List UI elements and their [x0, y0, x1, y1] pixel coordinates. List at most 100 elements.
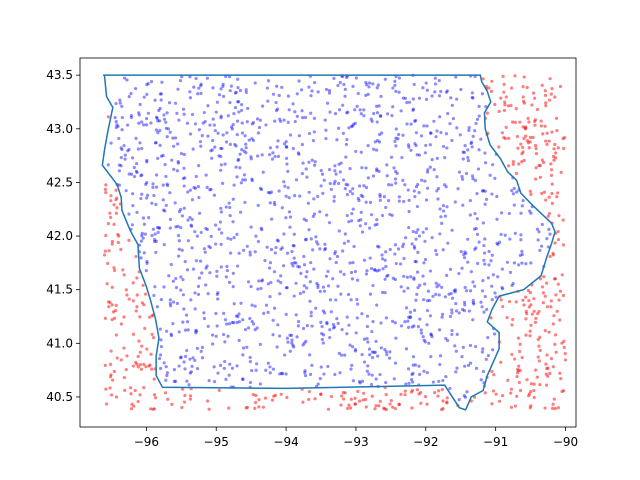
- outside-point: [528, 329, 532, 333]
- inside-point: [387, 183, 391, 187]
- inside-point: [305, 323, 309, 328]
- inside-point: [392, 377, 396, 381]
- inside-point: [177, 210, 182, 214]
- inside-point: [337, 181, 341, 186]
- inside-point: [127, 94, 131, 99]
- outside-point: [511, 160, 515, 164]
- inside-point: [413, 259, 417, 264]
- inside-point: [145, 259, 149, 264]
- inside-point: [436, 186, 441, 191]
- inside-point: [470, 95, 474, 100]
- inside-point: [154, 250, 158, 255]
- outside-point: [534, 368, 538, 372]
- inside-point: [339, 292, 343, 296]
- inside-point: [139, 174, 143, 178]
- inside-point: [421, 274, 425, 278]
- inside-point: [159, 338, 163, 342]
- inside-point: [334, 298, 338, 302]
- outside-point: [253, 406, 257, 410]
- inside-point: [466, 148, 470, 152]
- inside-point: [154, 128, 159, 132]
- inside-point: [370, 119, 374, 123]
- inside-point: [280, 372, 285, 376]
- inside-point: [296, 151, 301, 155]
- inside-point: [457, 311, 461, 315]
- inside-point: [237, 320, 241, 324]
- inside-point: [463, 395, 467, 399]
- inside-point: [285, 251, 290, 255]
- inside-point: [292, 261, 296, 265]
- inside-point: [367, 81, 372, 85]
- inside-point: [337, 126, 341, 130]
- inside-point: [247, 138, 251, 142]
- inside-point: [471, 134, 475, 138]
- inside-point: [312, 267, 316, 271]
- inside-point: [377, 104, 381, 108]
- inside-point: [205, 264, 209, 268]
- outside-point: [506, 104, 510, 108]
- inside-point: [266, 99, 270, 103]
- inside-point: [496, 242, 500, 246]
- outside-point: [547, 195, 551, 199]
- inside-point: [320, 172, 325, 176]
- outside-point: [559, 377, 563, 381]
- outside-point: [555, 191, 560, 195]
- inside-point: [488, 173, 492, 177]
- inside-point: [185, 379, 189, 383]
- inside-point: [293, 194, 297, 198]
- outside-point: [138, 315, 142, 319]
- inside-point: [380, 290, 385, 295]
- inside-point: [263, 258, 267, 263]
- inside-point: [336, 321, 340, 325]
- inside-point: [153, 232, 157, 236]
- inside-point: [360, 353, 364, 357]
- inside-point: [326, 269, 330, 274]
- outside-point: [552, 158, 556, 162]
- outside-point: [515, 375, 519, 379]
- inside-point: [211, 138, 215, 143]
- inside-point: [212, 365, 216, 369]
- outside-point: [542, 275, 546, 279]
- outside-point: [539, 119, 543, 123]
- inside-point: [380, 131, 384, 135]
- outside-point: [509, 405, 514, 409]
- inside-point: [199, 349, 203, 353]
- inside-point: [345, 111, 349, 115]
- inside-point: [425, 299, 430, 303]
- inside-point: [460, 266, 464, 270]
- inside-point: [520, 249, 524, 254]
- inside-point: [245, 120, 249, 124]
- outside-point: [122, 375, 126, 380]
- outside-point: [391, 405, 395, 409]
- inside-point: [375, 303, 379, 307]
- inside-point: [219, 114, 223, 118]
- inside-point: [209, 234, 213, 239]
- inside-point: [421, 335, 425, 339]
- inside-point: [246, 326, 251, 330]
- inside-point: [415, 153, 419, 157]
- inside-point: [419, 328, 423, 332]
- inside-point: [393, 277, 397, 282]
- inside-point: [181, 107, 186, 111]
- outside-point: [445, 396, 449, 400]
- inside-point: [206, 324, 210, 328]
- inside-point: [273, 251, 277, 255]
- inside-point: [412, 189, 416, 193]
- outside-point: [552, 397, 556, 401]
- inside-point: [348, 189, 352, 193]
- inside-point: [175, 169, 180, 173]
- outside-point: [370, 394, 374, 398]
- inside-point: [177, 247, 181, 251]
- inside-point: [150, 201, 154, 205]
- inside-point: [484, 357, 488, 361]
- inside-point: [173, 379, 178, 383]
- inside-point: [520, 252, 524, 257]
- inside-point: [461, 150, 465, 154]
- inside-point: [459, 87, 463, 92]
- outside-point: [143, 292, 148, 296]
- inside-point: [401, 96, 405, 100]
- inside-point: [460, 355, 464, 359]
- inside-point: [316, 285, 320, 290]
- outside-point: [499, 96, 503, 100]
- inside-point: [215, 274, 219, 278]
